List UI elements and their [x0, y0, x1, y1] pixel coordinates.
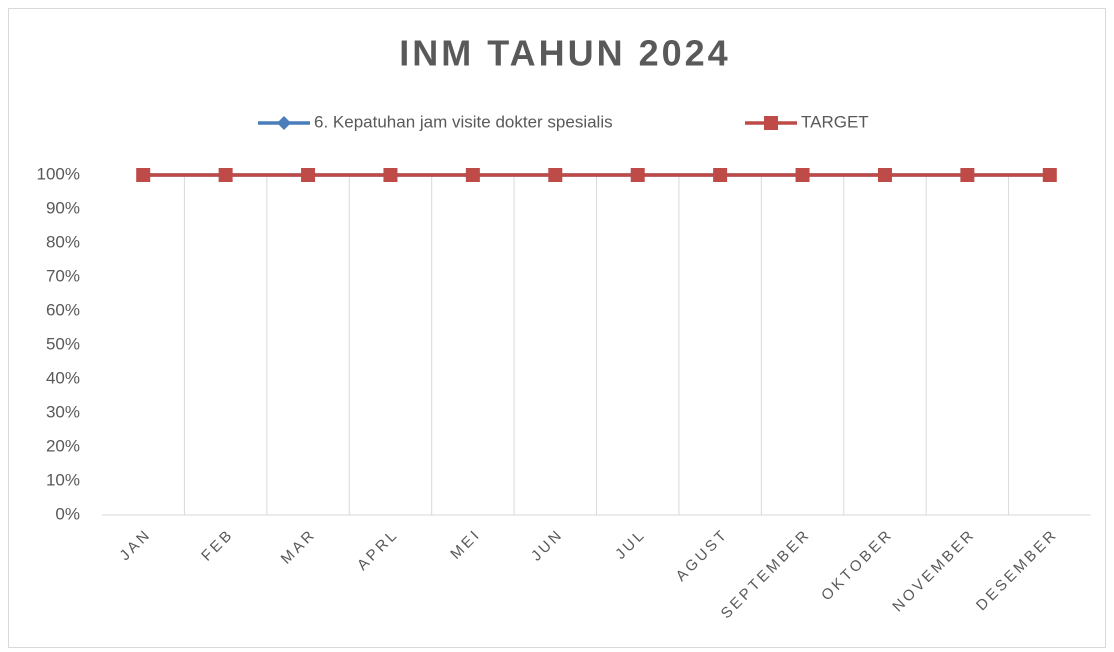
- legend-marker: [277, 116, 291, 130]
- y-tick-label: 50%: [46, 334, 80, 353]
- legend-label: TARGET: [801, 112, 869, 131]
- point-marker: [301, 168, 316, 182]
- chart-title: INM TAHUN 2024: [399, 33, 730, 74]
- y-tick-label: 60%: [46, 300, 80, 319]
- point-marker: [877, 168, 892, 182]
- point-marker: [795, 168, 810, 182]
- y-tick-label: 0%: [55, 504, 80, 523]
- point-marker: [1042, 168, 1057, 182]
- point-marker: [136, 168, 151, 182]
- legend-label: 6. Kepatuhan jam visite dokter spesialis: [314, 112, 613, 131]
- y-tick-label: 30%: [46, 402, 80, 421]
- y-tick-label: 80%: [46, 232, 80, 251]
- point-marker: [548, 168, 563, 182]
- chart-border: [8, 8, 1106, 648]
- y-tick-label: 40%: [46, 368, 80, 387]
- legend-marker: [764, 116, 778, 130]
- point-marker: [383, 168, 398, 182]
- point-marker: [713, 168, 728, 182]
- y-tick-label: 20%: [46, 436, 80, 455]
- point-marker: [465, 168, 480, 182]
- point-marker: [960, 168, 975, 182]
- y-tick-label: 100%: [37, 164, 80, 183]
- point-marker: [630, 168, 645, 182]
- y-tick-label: 10%: [46, 470, 80, 489]
- point-marker: [218, 168, 233, 182]
- y-tick-label: 70%: [46, 266, 80, 285]
- y-tick-label: 90%: [46, 198, 80, 217]
